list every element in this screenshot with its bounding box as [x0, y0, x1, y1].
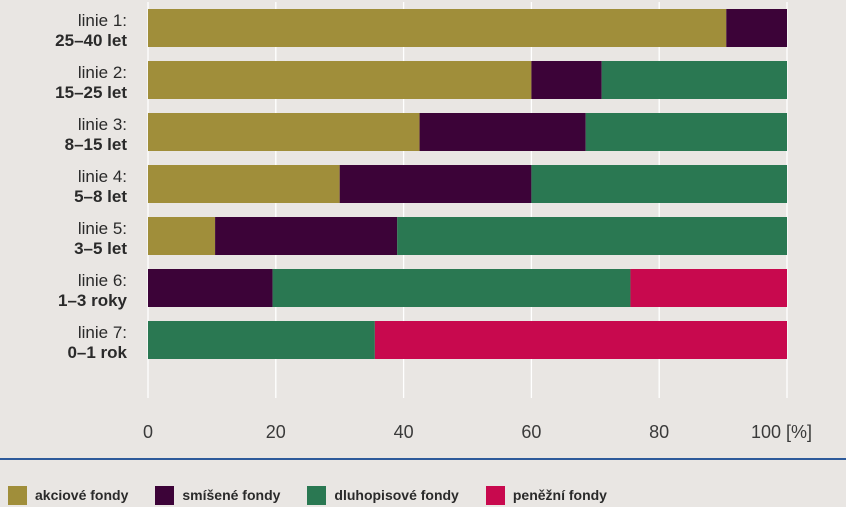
bar-segment-7-3 — [148, 321, 375, 359]
bar-segment-5-3 — [397, 217, 787, 255]
category-label-4: linie 4: — [78, 167, 127, 186]
legend-label: dluhopisové fondy — [334, 487, 459, 503]
legend-item-1: akciové fondy — [8, 485, 129, 505]
category-label-7: linie 7: — [78, 323, 127, 342]
legend-swatch — [155, 485, 175, 505]
legend-item-2: smíšené fondy — [155, 485, 281, 505]
bar-segment-7-4 — [374, 321, 787, 359]
category-label-5: linie 5: — [78, 219, 127, 238]
x-tick-label-80: 80 — [649, 422, 669, 442]
x-tick-label-40: 40 — [394, 422, 414, 442]
bar-segment-3-2 — [419, 113, 586, 151]
x-tick-label-20: 20 — [266, 422, 286, 442]
legend-swatch — [485, 485, 505, 505]
bar-segment-6-4 — [630, 269, 787, 307]
category-label-2: linie 2: — [78, 63, 127, 82]
category-sublabel-7: 0–1 rok — [67, 343, 127, 362]
category-sublabel-6: 1–3 roky — [58, 291, 128, 310]
bars — [148, 9, 787, 359]
bar-segment-2-2 — [531, 61, 602, 99]
legend: akciové fondy smíšené fondy dluhopisové fo… — [8, 484, 634, 506]
bar-segment-6-3 — [272, 269, 631, 307]
legend-label: smíšené fondy — [182, 487, 281, 503]
bar-segment-2-1 — [148, 61, 532, 99]
legend-swatch — [8, 485, 27, 505]
bar-segment-4-2 — [339, 165, 532, 203]
legend-divider — [0, 458, 846, 460]
category-label-3: linie 3: — [78, 115, 127, 134]
x-tick-label-100: 100 [%] — [751, 422, 812, 442]
bar-segment-5-2 — [215, 217, 398, 255]
category-label-6: linie 6: — [78, 271, 127, 290]
category-sublabel-3: 8–15 let — [65, 135, 128, 154]
bar-segment-1-1 — [148, 9, 727, 47]
bar-segment-4-1 — [148, 165, 340, 203]
legend-label: akciové fondy — [35, 487, 129, 503]
bar-segment-6-2 — [148, 269, 273, 307]
x-tick-label-60: 60 — [521, 422, 541, 442]
legend-item-3: dluhopisové fondy — [307, 485, 459, 505]
category-sublabel-1: 25–40 let — [55, 31, 127, 50]
bar-segment-3-1 — [148, 113, 420, 151]
legend-label: peněžní fondy — [512, 487, 607, 503]
category-sublabel-5: 3–5 let — [74, 239, 127, 258]
category-label-1: linie 1: — [78, 11, 127, 30]
bar-segment-5-1 — [148, 217, 216, 255]
bar-segment-2-3 — [601, 61, 787, 99]
x-tick-label-0: 0 — [143, 422, 153, 442]
legend-item-4: peněžní fondy — [485, 485, 607, 505]
bar-segment-4-3 — [531, 165, 787, 203]
bar-segment-3-3 — [585, 113, 787, 151]
legend-swatch — [307, 485, 327, 505]
bar-segment-1-2 — [726, 9, 787, 47]
category-sublabel-2: 15–25 let — [55, 83, 127, 102]
category-sublabel-4: 5–8 let — [74, 187, 127, 206]
